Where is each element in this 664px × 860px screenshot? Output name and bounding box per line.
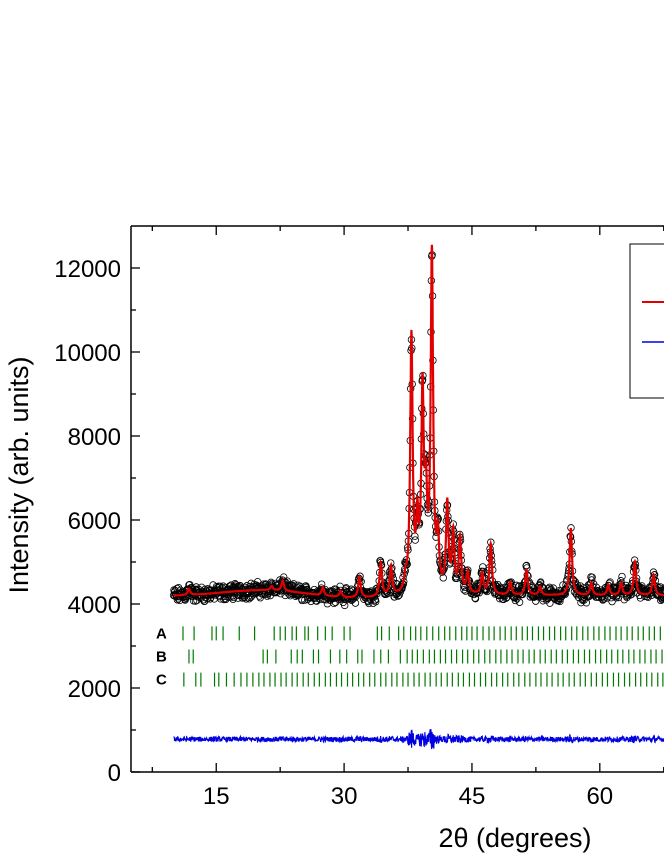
calculated-curve	[173, 244, 664, 598]
phase-label: A	[156, 625, 167, 642]
observed-point	[546, 599, 554, 607]
x-tick-label: 45	[459, 783, 486, 810]
difference-curve-group	[173, 728, 664, 750]
observed-point	[298, 596, 306, 605]
observed-point	[209, 581, 217, 589]
observed-point	[452, 574, 461, 583]
observed-point	[662, 588, 664, 595]
observed-point	[261, 580, 270, 588]
observed-point	[608, 597, 616, 606]
difference-curve	[173, 728, 664, 750]
x-tick-label: 30	[331, 783, 358, 810]
observed-point	[372, 598, 380, 606]
x-axis-title: 2θ (degrees)	[438, 823, 591, 853]
observed-point	[607, 593, 615, 602]
observed-point	[603, 594, 611, 602]
observed-point	[661, 593, 664, 601]
observed-point	[216, 582, 224, 591]
observed-point	[660, 588, 664, 596]
observed-point	[192, 583, 200, 591]
legend	[629, 243, 664, 399]
y-tick-label: 6000	[68, 508, 121, 535]
y-tick-label: 12000	[54, 256, 121, 283]
observed-point	[327, 587, 335, 595]
x-tick-label: 60	[586, 783, 613, 810]
calculated-curve-group	[173, 244, 664, 598]
observed-point	[340, 601, 349, 610]
observed-point	[411, 536, 419, 544]
tick-labels: 15 30 45 60 0 2000 4000 6000 8000 10000 12000	[54, 256, 613, 810]
phase-label: B	[156, 649, 167, 666]
y-tick-label: 4000	[68, 592, 121, 619]
observed-point	[618, 572, 626, 581]
observed-point	[662, 596, 664, 603]
legend-box	[629, 243, 664, 399]
axes	[130, 225, 664, 773]
observed-point	[255, 592, 264, 600]
y-axis-title: Intensity (arb. units)	[4, 356, 34, 593]
observed-point	[439, 574, 447, 582]
observed-point	[515, 598, 524, 606]
observed-point	[496, 583, 505, 591]
y-tick-label: 10000	[54, 340, 121, 367]
observed-point	[502, 594, 510, 602]
observed-point	[247, 593, 255, 602]
x-tick-label: 15	[203, 783, 230, 810]
observed-point	[312, 597, 321, 605]
observed-points	[169, 251, 664, 610]
phase-ticks: ABC	[156, 625, 664, 689]
y-tick-label: 8000	[68, 424, 121, 451]
observed-point	[526, 580, 534, 588]
y-tick-label: 0	[108, 760, 121, 787]
observed-point	[660, 594, 664, 603]
observed-point	[661, 584, 664, 592]
observed-point	[600, 594, 609, 603]
phase-label: C	[156, 672, 167, 689]
observed-point	[536, 578, 545, 586]
y-tick-label: 2000	[68, 676, 121, 703]
observed-point	[645, 587, 653, 596]
observed-point	[483, 587, 491, 596]
observed-point	[244, 593, 252, 602]
observed-point	[230, 593, 238, 602]
